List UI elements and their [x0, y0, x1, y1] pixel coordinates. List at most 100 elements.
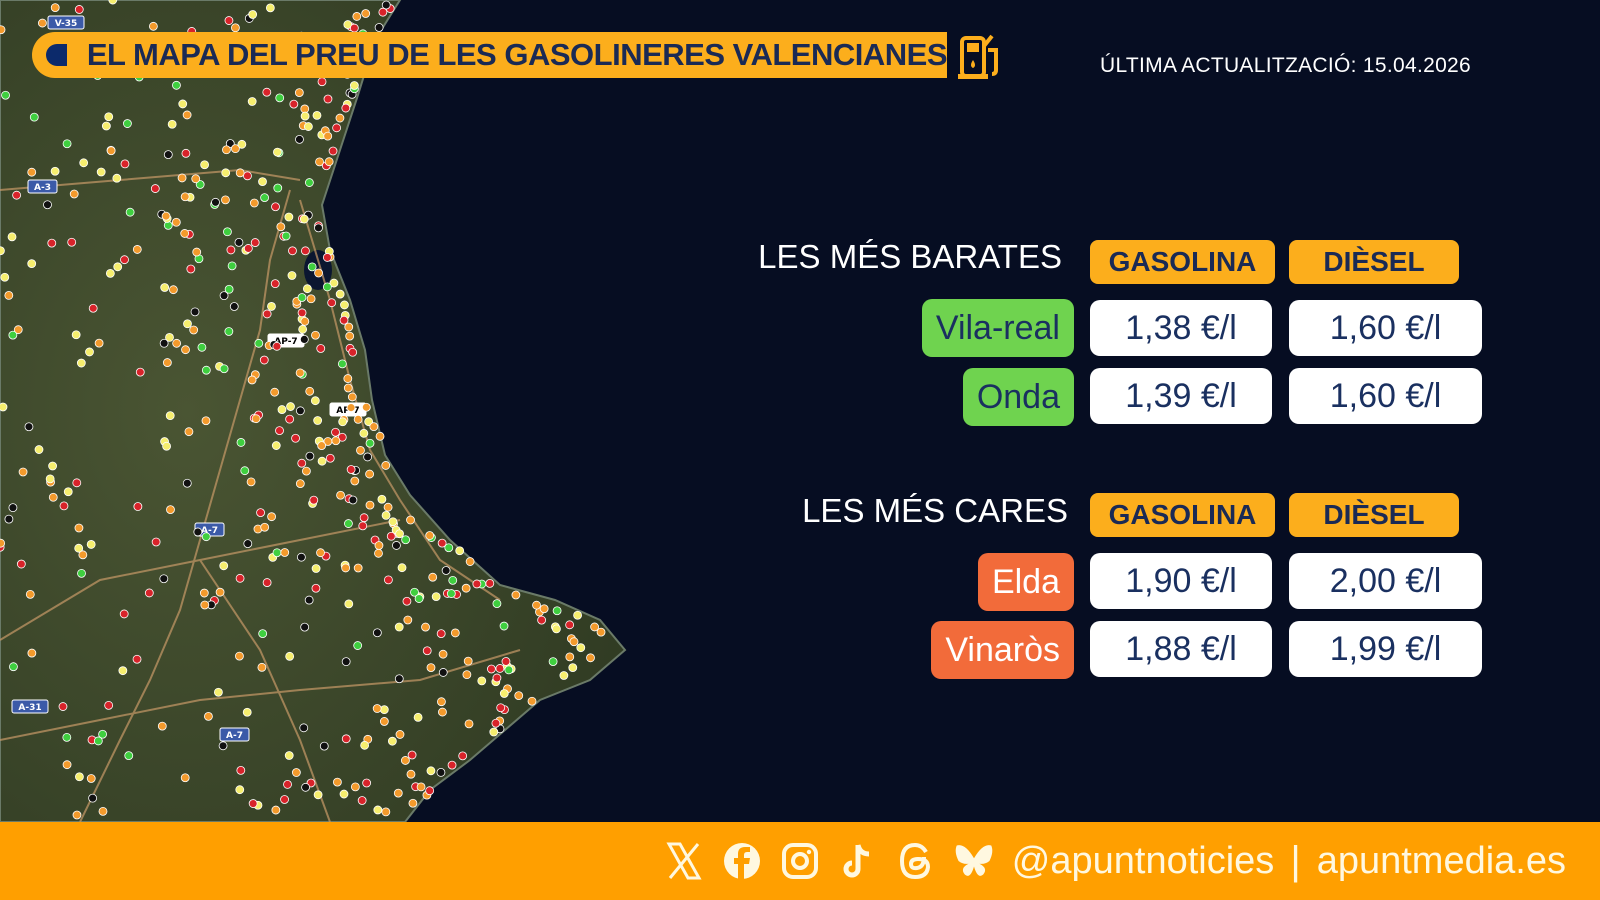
- gas-station-marker: [77, 568, 86, 578]
- gas-station-marker: [248, 799, 258, 808]
- gas-station-marker: [410, 587, 419, 597]
- gas-station-marker: [242, 707, 252, 717]
- gas-station-marker: [37, 18, 47, 28]
- gas-station-marker: [348, 495, 358, 505]
- gas-station-marker: [182, 110, 192, 120]
- gas-station-marker: [350, 476, 360, 486]
- gas-station-marker: [296, 552, 306, 562]
- gas-station-marker: [301, 246, 310, 256]
- gas-station-marker: [75, 772, 84, 782]
- gas-station-marker: [177, 173, 187, 183]
- gas-station-marker: [300, 622, 310, 632]
- gas-station-marker: [499, 689, 509, 698]
- gas-station-marker: [74, 5, 84, 14]
- gas-station-marker: [246, 477, 256, 487]
- gas-station-marker: [335, 113, 345, 123]
- gas-station-marker: [224, 16, 234, 25]
- gas-station-marker: [514, 691, 524, 701]
- gas-station-marker: [349, 23, 359, 33]
- gas-station-marker: [428, 572, 438, 582]
- gas-station-marker: [458, 751, 468, 761]
- road-label: A-31: [11, 699, 49, 714]
- gas-station-marker: [201, 416, 211, 426]
- gas-station-marker: [314, 223, 323, 233]
- gas-station-marker: [353, 414, 363, 424]
- gas-station-marker: [325, 453, 335, 463]
- gas-station-marker: [63, 487, 73, 497]
- gas-station-marker: [362, 778, 372, 788]
- gas-station-marker: [106, 146, 116, 156]
- facebook-icon[interactable]: [722, 841, 762, 881]
- gas-station-marker: [236, 765, 246, 775]
- gas-station-marker: [537, 615, 547, 625]
- gas-station-marker: [436, 768, 446, 777]
- gas-station-marker: [162, 358, 172, 367]
- tiktok-icon[interactable]: [838, 841, 878, 881]
- gas-station-marker: [329, 278, 339, 288]
- gas-station-marker: [4, 290, 14, 300]
- gas-station-marker: [485, 578, 495, 588]
- gas-station-marker: [249, 198, 259, 208]
- gas-station-marker: [190, 307, 200, 317]
- gas-station-marker: [86, 540, 96, 549]
- gas-station-marker: [150, 184, 160, 193]
- gas-station-marker: [311, 583, 321, 593]
- gas-station-marker: [69, 189, 79, 199]
- gas-station-marker: [221, 195, 230, 205]
- website-link[interactable]: apuntmedia.es: [1316, 839, 1566, 882]
- gas-station-marker: [93, 736, 103, 746]
- gas-station-marker: [271, 202, 280, 212]
- gas-station-marker: [108, 0, 118, 5]
- gas-station-marker: [527, 696, 537, 706]
- x-icon[interactable]: [664, 841, 704, 881]
- gas-station-marker: [0, 402, 8, 412]
- page-title: EL MAPA DEL PREU DE LES GASOLINERES VALE…: [86, 37, 948, 72]
- gas-station-marker: [0, 272, 10, 282]
- threads-icon[interactable]: [896, 841, 936, 881]
- gas-station-marker: [251, 414, 261, 424]
- gas-station-marker: [27, 259, 37, 268]
- gas-station-marker: [163, 150, 173, 160]
- gas-station-marker: [437, 697, 446, 707]
- gas-station-marker: [78, 550, 88, 560]
- gas-station-marker: [191, 174, 201, 184]
- cheapest-1-diesel-price: 1,60 €/l: [1289, 300, 1482, 356]
- gas-station-marker: [280, 795, 289, 804]
- gas-station-marker: [487, 664, 496, 674]
- gas-station-marker: [257, 662, 267, 672]
- gas-station-marker: [327, 298, 337, 308]
- gas-station-marker: [231, 144, 240, 154]
- gas-station-marker: [72, 478, 82, 488]
- gas-station-marker: [311, 564, 321, 573]
- gas-station-marker: [539, 604, 549, 614]
- gas-station-marker: [16, 559, 26, 569]
- gas-station-marker: [565, 652, 575, 662]
- title-banner: EL MAPA DEL PREU DE LES GASOLINERES VALE…: [32, 32, 948, 78]
- bluesky-icon[interactable]: [954, 841, 994, 881]
- gas-station-marker: [381, 0, 391, 10]
- gas-station-marker: [165, 332, 174, 342]
- gas-station-marker: [492, 673, 502, 683]
- gas-station-marker: [287, 271, 297, 280]
- gas-station-marker: [200, 160, 210, 170]
- instagram-icon[interactable]: [780, 841, 820, 881]
- social-handle[interactable]: @apuntnoticies: [1011, 839, 1275, 882]
- gas-station-marker: [349, 81, 359, 90]
- gas-station-marker: [392, 541, 401, 550]
- gas-station-marker: [12, 190, 22, 200]
- gas-station-marker: [171, 217, 181, 227]
- gas-station-marker: [339, 315, 349, 325]
- gas-station-marker: [9, 662, 18, 672]
- cheapest-1-gasolina-price: 1,38 €/l: [1090, 300, 1272, 356]
- expensive-section-title: LES MÉS CARES: [802, 492, 1068, 529]
- gas-station-marker: [123, 119, 132, 128]
- cheapest-gasolina-header: GASOLINA: [1090, 240, 1275, 284]
- gas-station-marker: [317, 441, 327, 451]
- gas-station-marker: [1, 90, 10, 100]
- gas-station-marker: [262, 309, 272, 319]
- gas-station-marker: [311, 330, 320, 340]
- footer-separator: |: [1290, 838, 1301, 883]
- gas-station-marker: [275, 426, 284, 436]
- gas-station-marker: [243, 244, 253, 253]
- gas-station-marker: [361, 9, 371, 18]
